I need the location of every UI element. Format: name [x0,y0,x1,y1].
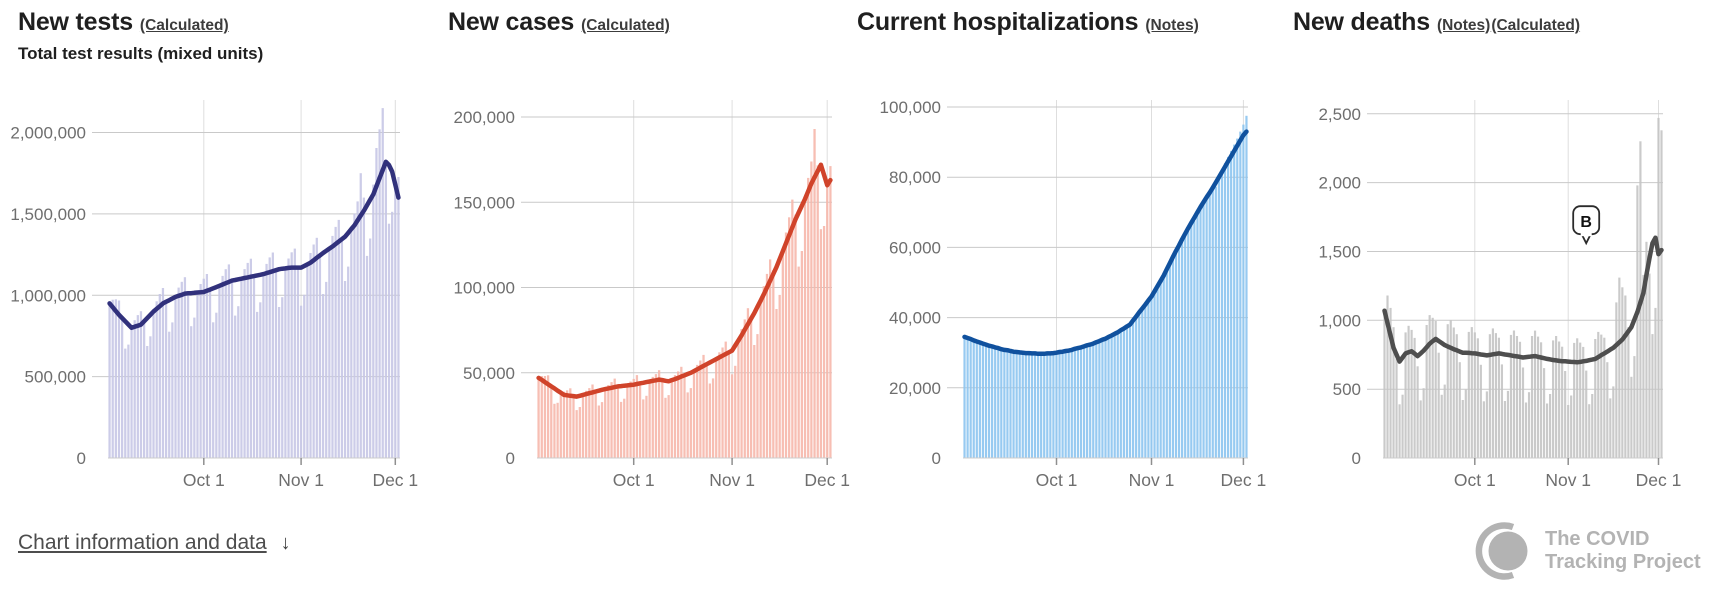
new-deaths-plot: 0 500 1,000 1,500 2,000 2,500 Oct 1 Nov 1 Dec 1 B [1318,100,1682,490]
svg-text:20,000: 20,000 [889,379,941,398]
covid-tracking-project-logo[interactable]: The COVID Tracking Project [1474,520,1701,582]
covid-tracking-project-logo-icon [1475,522,1528,580]
svg-text:Dec 1: Dec 1 [804,470,850,490]
svg-text:150,000: 150,000 [454,193,515,212]
svg-text:50,000: 50,000 [463,364,515,383]
svg-text:1,500,000: 1,500,000 [10,205,86,224]
chart-new-deaths: New deaths (Notes)(Calculated) 0 500 1,000 1… [1285,0,1727,500]
chart-current-hospitalizations: Current hospitalizations (Notes) 0 20,000 4… [849,0,1285,500]
chart-information-link[interactable]: Chart information and data ↓ [18,531,291,555]
svg-text:2,000: 2,000 [1318,174,1361,193]
svg-text:Oct 1: Oct 1 [183,470,225,490]
svg-text:Dec 1: Dec 1 [1636,470,1682,490]
svg-text:0: 0 [506,449,515,468]
chart-title-text: New deaths [1293,8,1430,36]
svg-text:Oct 1: Oct 1 [1036,470,1078,490]
svg-text:60,000: 60,000 [889,238,941,257]
svg-text:100,000: 100,000 [454,279,515,298]
svg-text:500,000: 500,000 [25,368,86,387]
chart-title-new-deaths: New deaths (Notes)(Calculated) [1293,8,1727,37]
chart-information-label[interactable]: Chart information and data [18,531,267,554]
chart-title-text: Current hospitalizations [857,8,1139,36]
svg-text:Dec 1: Dec 1 [1221,470,1267,490]
svg-text:2,500: 2,500 [1318,105,1361,124]
chart-title-current-hospitalizations: Current hospitalizations (Notes) [857,8,1285,37]
notes-link[interactable]: (Notes) [1436,17,1491,34]
current-hospitalizations-plot: 0 20,000 40,000 60,000 80,000 100,000 Oct 1 Nov… [880,98,1267,490]
svg-text:40,000: 40,000 [889,309,941,328]
calculated-link[interactable]: (Calculated) [139,17,229,34]
chart-title-text: New tests [18,8,133,36]
annotation-marker-b[interactable]: B [1572,205,1601,246]
svg-text:500: 500 [1333,380,1361,399]
notes-link[interactable]: (Notes) [1145,17,1199,34]
chart-new-cases: New cases (Calculated) 0 50,000 100,000 150,… [440,0,850,500]
logo-text: The COVID Tracking Project [1545,528,1701,573]
svg-text:80,000: 80,000 [889,168,941,187]
new-cases-plot: 0 50,000 100,000 150,000 200,000 Oct 1 Nov 1 De… [454,100,850,490]
new-tests-plot: 0 500,000 1,000,000 1,500,000 2,000,000 Oct 1… [10,100,418,490]
svg-text:0: 0 [1352,449,1361,468]
svg-text:Dec 1: Dec 1 [372,470,418,490]
svg-text:Nov 1: Nov 1 [1129,470,1175,490]
chart-new-tests: New tests (Calculated) Total test results… [0,0,440,500]
svg-text:Nov 1: Nov 1 [1545,470,1591,490]
svg-text:Nov 1: Nov 1 [709,470,755,490]
svg-text:100,000: 100,000 [880,98,941,117]
logo-line2: Tracking Project [1545,551,1701,573]
svg-text:Oct 1: Oct 1 [613,470,655,490]
svg-text:0: 0 [77,449,86,468]
chart-title-new-cases: New cases (Calculated) [448,8,849,37]
calculated-link[interactable]: (Calculated) [581,17,670,34]
svg-text:0: 0 [932,449,941,468]
svg-text:B: B [1580,214,1592,231]
chart-title-new-tests: New tests (Calculated) [18,8,440,37]
svg-text:2,000,000: 2,000,000 [10,124,86,143]
svg-text:1,000: 1,000 [1318,311,1361,330]
svg-text:200,000: 200,000 [454,108,515,127]
chart-title-text: New cases [448,8,575,36]
svg-text:1,500: 1,500 [1318,243,1361,262]
chart-subtitle: Total test results (mixed units) [18,44,264,63]
logo-line1: The COVID [1545,528,1650,551]
svg-text:1,000,000: 1,000,000 [10,286,86,305]
svg-text:Oct 1: Oct 1 [1454,470,1496,490]
calculated-link[interactable]: (Calculated) [1491,17,1581,34]
svg-text:Nov 1: Nov 1 [278,470,324,490]
down-arrow-icon: ↓ [280,532,291,554]
